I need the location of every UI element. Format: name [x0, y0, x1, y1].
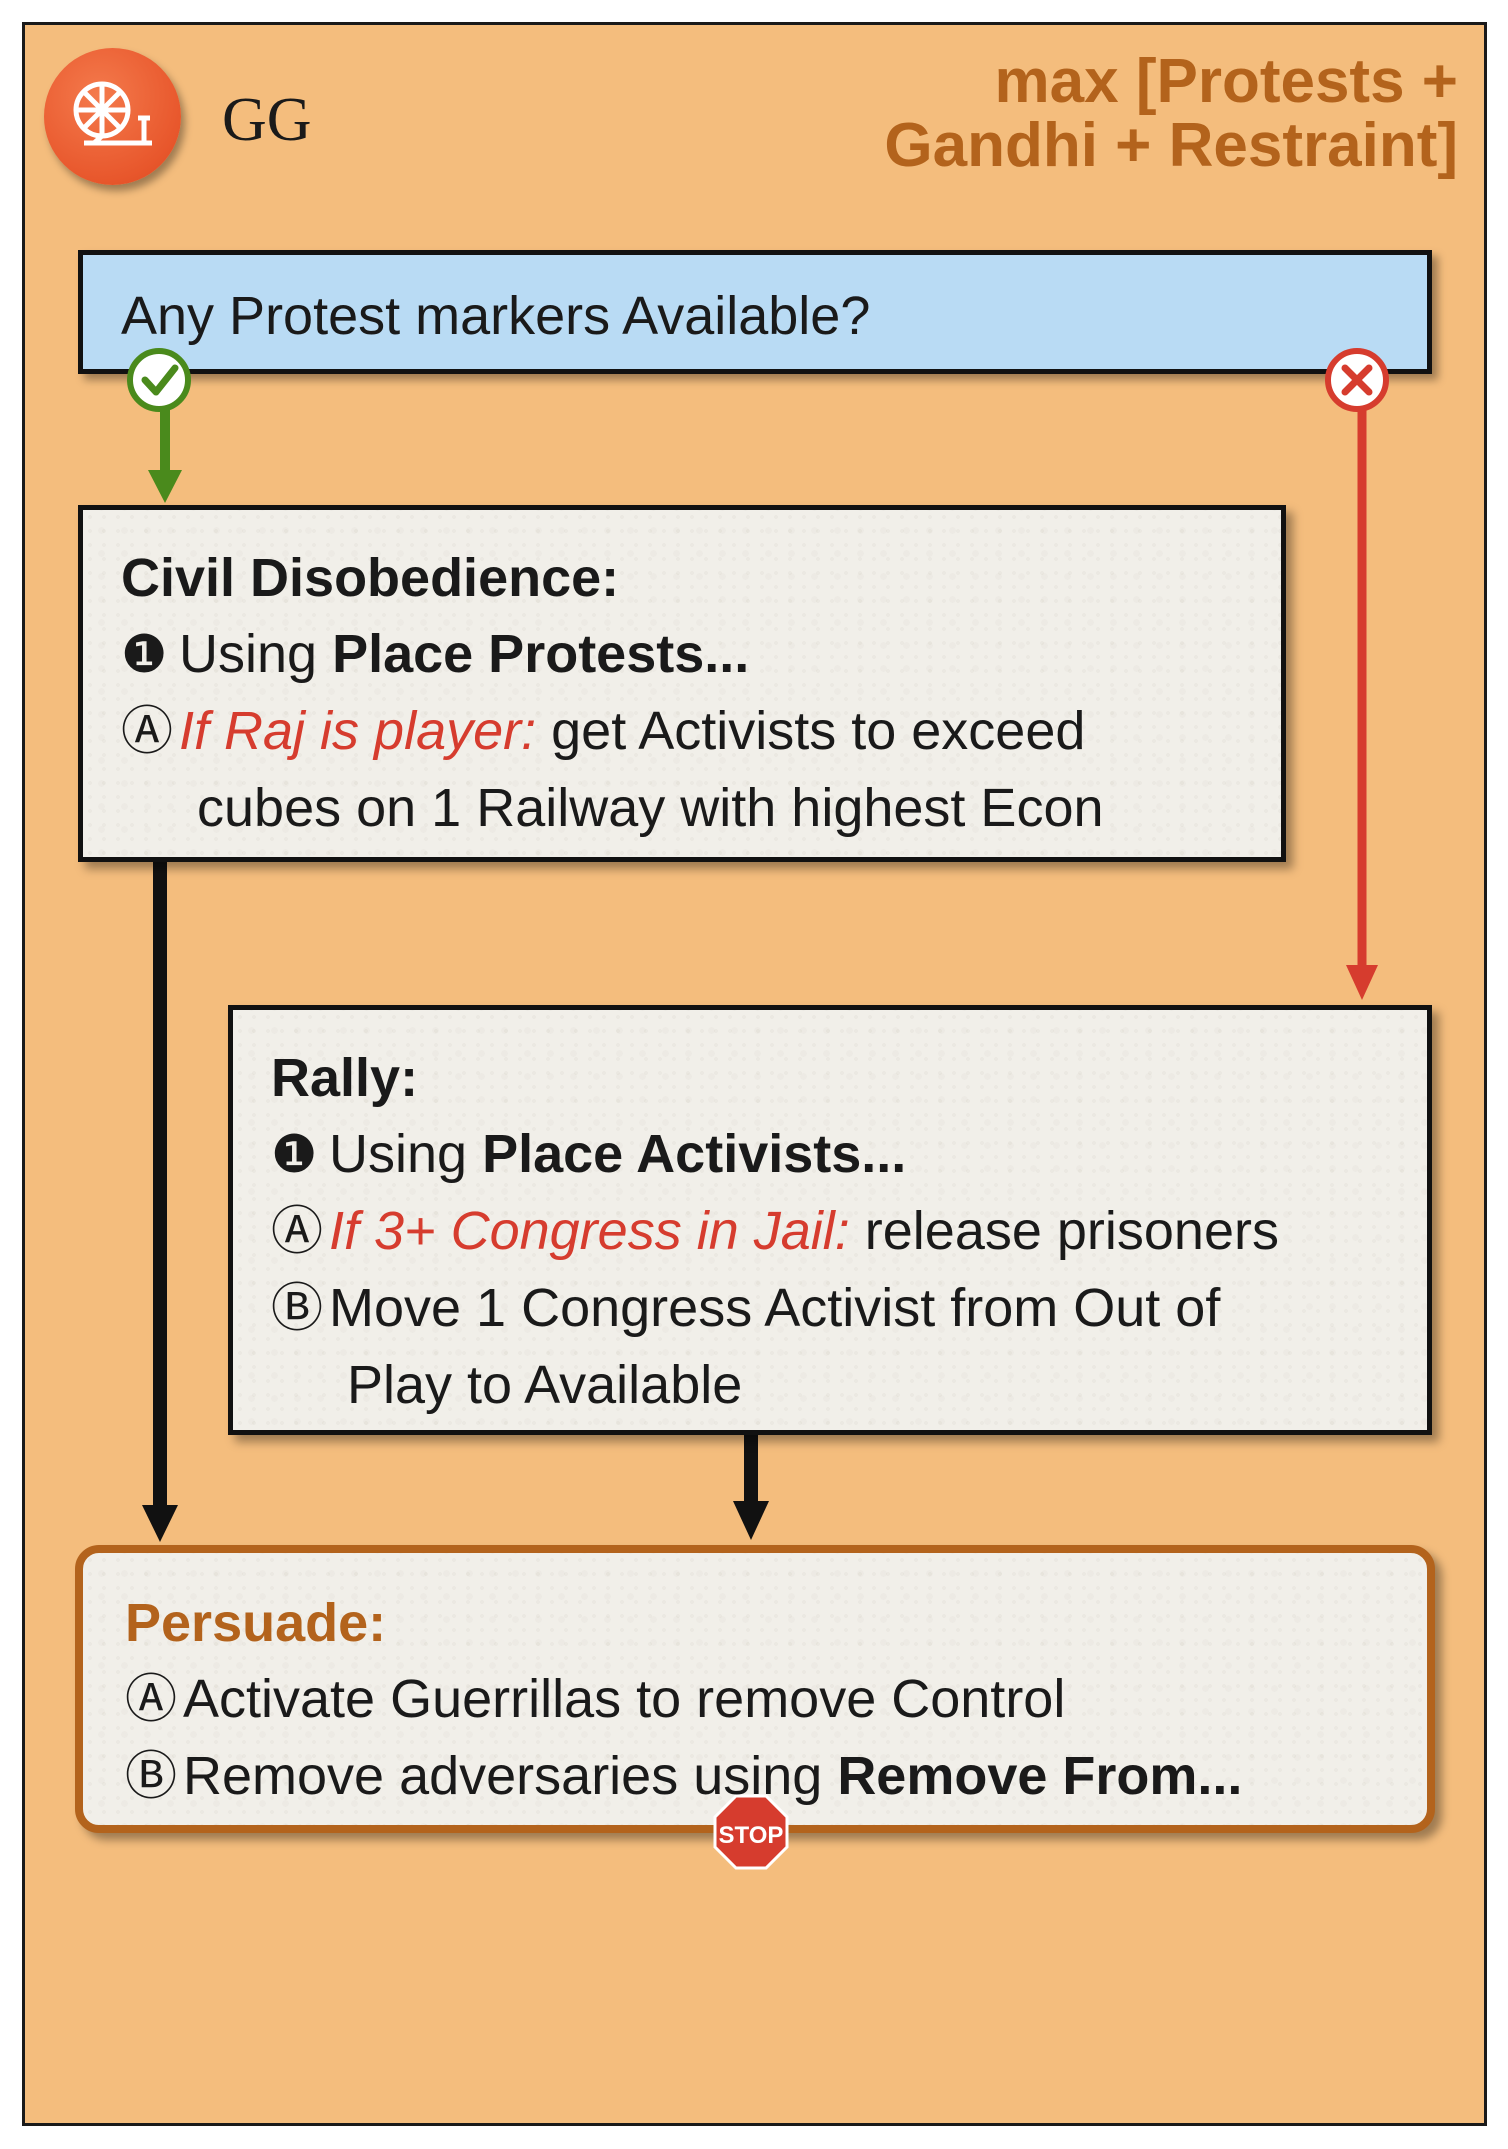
step-number-icon: ❶	[121, 626, 168, 684]
spinning-wheel-icon	[73, 81, 152, 146]
check-icon	[127, 348, 191, 412]
rally-option-b-text: Move 1 Congress Activist from Out of	[329, 1278, 1221, 1338]
persuade-option-b-action: Remove From...	[837, 1746, 1243, 1806]
x-icon	[1325, 348, 1389, 412]
rally-option-a-condition: If 3+ Congress in Jail:	[329, 1201, 850, 1261]
option-a-icon: Ⓐ	[271, 1203, 324, 1261]
option-b-icon: Ⓑ	[271, 1280, 324, 1338]
civil-disobedience-box: Civil Disobedience: ❶ Using Place Protest…	[78, 505, 1286, 862]
civil-step-1: ❶ Using Place Protests...	[121, 616, 1281, 693]
rally-option-b: Ⓑ Move 1 Congress Activist from Out of	[271, 1270, 1427, 1347]
rally-option-a-text: release prisoners	[849, 1201, 1279, 1261]
civil-option-a-text: get Activists to exceed	[536, 701, 1086, 761]
civil-title: Civil Disobedience:	[121, 548, 620, 608]
rally-step-1: ❶ Using Place Activists...	[271, 1116, 1427, 1193]
arrowhead	[733, 1501, 769, 1540]
faction-name: GG	[222, 86, 312, 154]
rally-step-1-text: Using	[329, 1124, 483, 1184]
rally-title: Rally:	[271, 1048, 419, 1108]
civil-step-1-text: Using	[179, 624, 333, 684]
persuade-option-b-text: Remove adversaries using	[183, 1746, 838, 1806]
civil-step-1-action: Place Protests...	[332, 624, 750, 684]
no-arrowhead	[1346, 965, 1378, 1000]
priority-line: max [Protests +	[994, 47, 1459, 116]
yes-arrowhead	[148, 470, 182, 503]
rally-box: Rally: ❶ Using Place Activists... Ⓐ If 3+ …	[228, 1005, 1432, 1435]
decision-question: Any Protest markers Available?	[78, 250, 1432, 374]
persuade-title: Persuade:	[125, 1593, 387, 1653]
priority-line: Gandhi + Restraint]	[884, 111, 1458, 180]
step-number-icon: ❶	[271, 1126, 318, 1184]
civil-option-a-continued: cubes on 1 Railway with highest Econ	[197, 778, 1104, 838]
rally-option-b-continued: Play to Available	[347, 1355, 743, 1415]
arrowhead	[142, 1505, 178, 1542]
rally-option-a: Ⓐ If 3+ Congress in Jail: release prisone…	[271, 1193, 1427, 1270]
civil-option-a: Ⓐ If Raj is player: get Activists to exce…	[121, 693, 1281, 770]
stop-label: STOP	[719, 1822, 784, 1849]
persuade-option-a-text: Activate Guerrillas to remove Control	[183, 1669, 1066, 1729]
faction-logo	[44, 48, 181, 185]
persuade-option-a: Ⓐ Activate Guerrillas to remove Control	[125, 1661, 1427, 1738]
persuade-box: Persuade: Ⓐ Activate Guerrillas to remove…	[75, 1545, 1435, 1833]
persuade-option-b: Ⓑ Remove adversaries using Remove From...	[125, 1738, 1427, 1815]
rally-step-1-action: Place Activists...	[482, 1124, 907, 1184]
priority-formula: max [Protests + Gandhi + Restraint]	[884, 50, 1458, 178]
option-b-icon: Ⓑ	[125, 1748, 178, 1806]
option-a-icon: Ⓐ	[121, 703, 174, 761]
stop-sign-icon: STOP	[713, 1794, 789, 1870]
civil-option-a-condition: If Raj is player:	[179, 701, 537, 761]
option-a-icon: Ⓐ	[125, 1671, 178, 1729]
